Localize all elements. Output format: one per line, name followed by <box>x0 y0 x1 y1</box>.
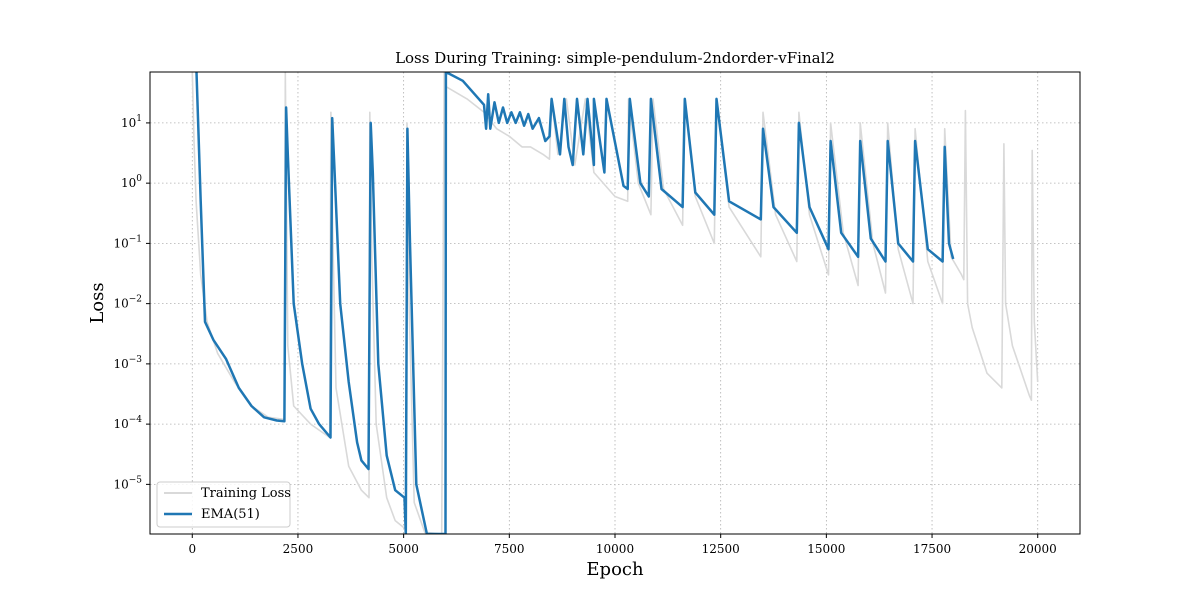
series-line-ema <box>195 72 955 534</box>
y-tick-label: 10−3 <box>113 355 142 371</box>
x-axis: 0 2500 5000 7500 10000 12500 15000 17500 20000 <box>188 534 1057 556</box>
legend: Training Loss EMA(51) <box>156 481 291 528</box>
y-tick-label: 10−1 <box>113 234 142 250</box>
x-tick-label: 17500 <box>913 542 951 556</box>
y-tick-label: 101 <box>121 114 142 130</box>
x-axis-label: Epoch <box>586 559 644 580</box>
series-layer <box>191 72 1039 534</box>
x-tick-label: 0 <box>188 542 196 556</box>
x-tick-label: 20000 <box>1019 542 1057 556</box>
x-tick-label: 2500 <box>283 542 314 556</box>
y-axis: 10−5 10−4 10−3 10−2 10−1 100 101 <box>113 114 150 491</box>
y-tick-label: 10−5 <box>113 475 142 491</box>
grid-lines <box>150 72 1080 534</box>
legend-label-training-loss: Training Loss <box>201 486 291 501</box>
x-tick-label: 15000 <box>807 542 845 556</box>
chart-title: Loss During Training: simple-pendulum-2n… <box>395 49 835 67</box>
x-tick-label: 12500 <box>702 542 740 556</box>
x-tick-label: 5000 <box>388 542 419 556</box>
x-tick-label: 7500 <box>494 542 525 556</box>
y-tick-label: 100 <box>121 174 142 190</box>
legend-label-ema: EMA(51) <box>201 507 260 522</box>
x-tick-label: 10000 <box>596 542 634 556</box>
y-tick-label: 10−2 <box>113 295 142 311</box>
y-axis-label: Loss <box>87 282 108 323</box>
y-tick-label: 10−4 <box>113 415 142 431</box>
